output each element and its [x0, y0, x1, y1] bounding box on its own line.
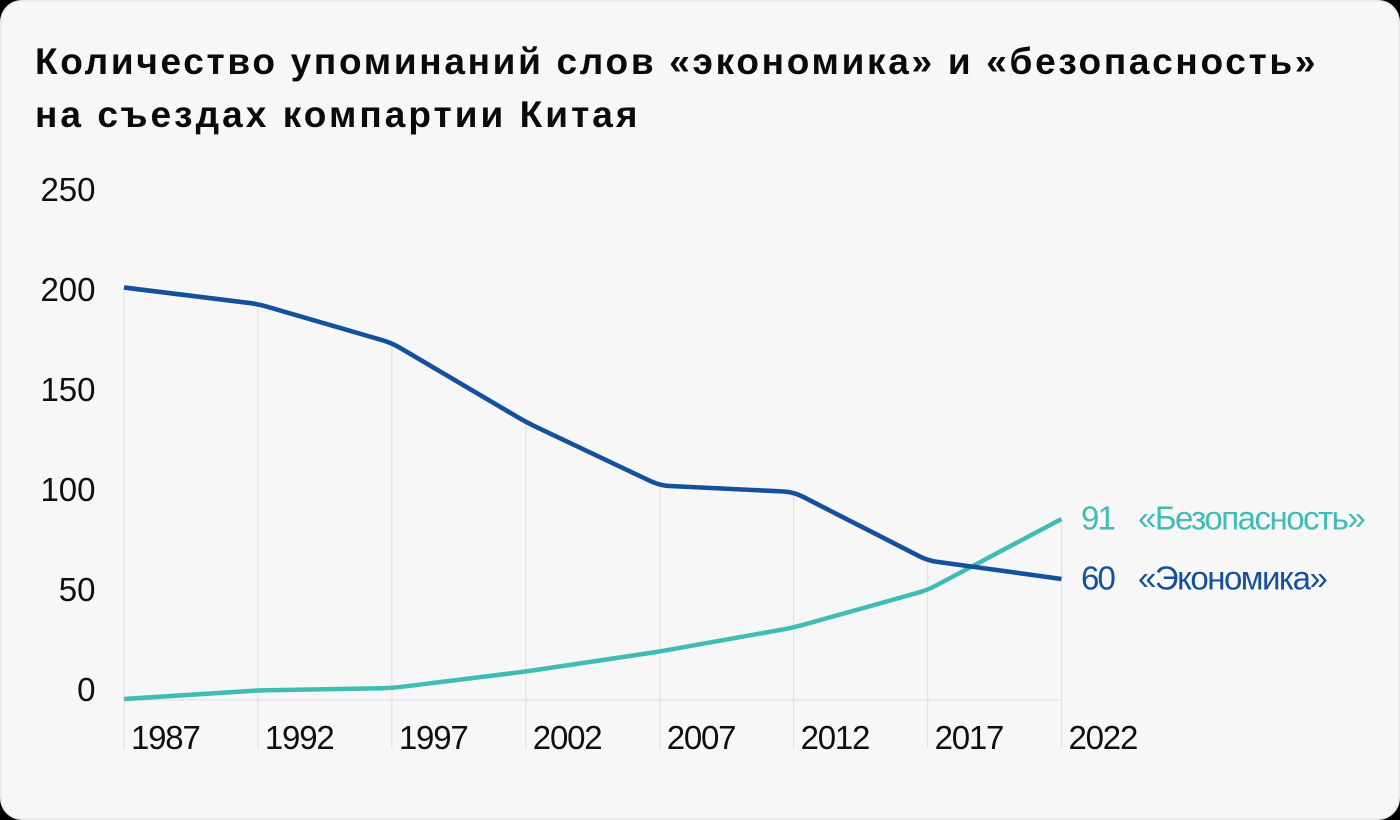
svg-text:250: 250	[40, 171, 95, 208]
svg-text:1992: 1992	[265, 719, 334, 756]
svg-text:2017: 2017	[935, 719, 1004, 756]
svg-text:150: 150	[40, 371, 95, 408]
svg-text:«Безопасность»: «Безопасность»	[1138, 500, 1365, 537]
svg-text:2012: 2012	[801, 719, 870, 756]
svg-text:50: 50	[59, 571, 96, 608]
svg-text:2002: 2002	[533, 719, 602, 756]
svg-text:2007: 2007	[667, 719, 736, 756]
svg-text:2022: 2022	[1069, 719, 1138, 756]
svg-text:91: 91	[1081, 500, 1114, 537]
svg-text:100: 100	[40, 471, 95, 508]
svg-text:60: 60	[1081, 560, 1115, 597]
svg-text:200: 200	[40, 271, 95, 308]
svg-text:1997: 1997	[399, 719, 468, 756]
svg-text:0: 0	[77, 671, 95, 708]
svg-text:«Экономика»: «Экономика»	[1138, 560, 1327, 597]
svg-text:1987: 1987	[131, 719, 200, 756]
